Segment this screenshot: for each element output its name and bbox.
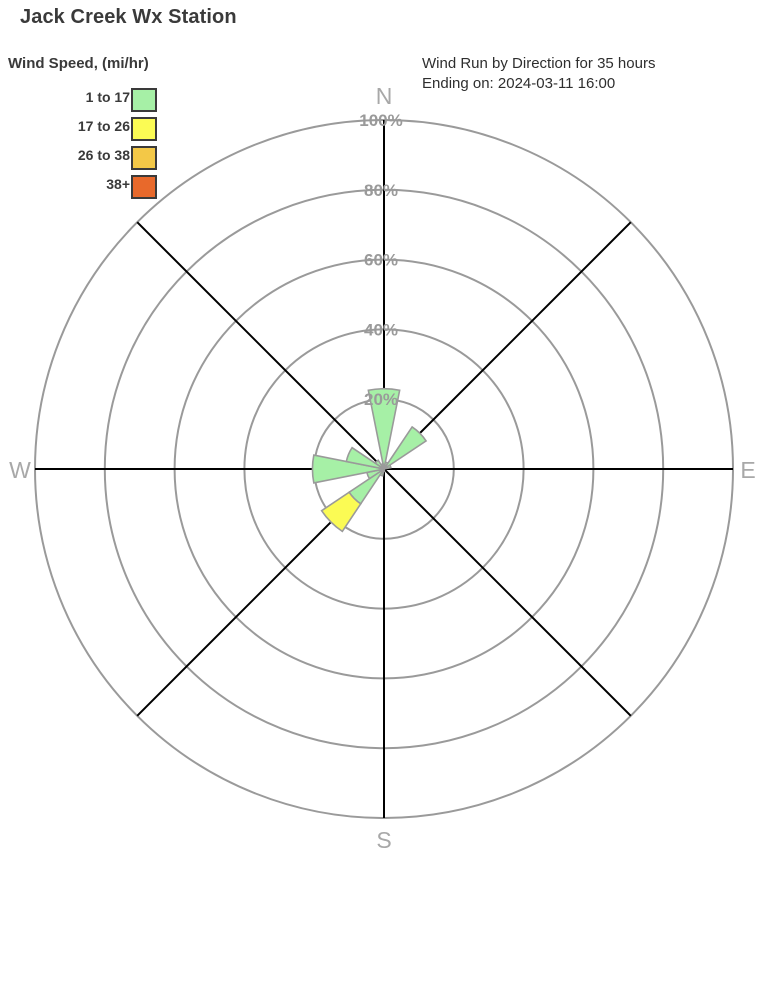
chart-title-line2: Ending on: 2024-03-11 16:00 [422, 75, 616, 92]
axis-diagonal-135 [383, 468, 632, 717]
petal-ENE-1-to-17 [383, 464, 392, 470]
petal-NNW-1-to-17 [379, 462, 385, 470]
legend-item-label: 17 to 26 [77, 118, 130, 134]
axis-diagonal-45 [383, 221, 632, 470]
legend-item: 26 to 38 [56, 146, 176, 175]
page-title: Jack Creek Wx Station [20, 6, 237, 28]
compass-label-west: W [9, 457, 31, 483]
legend-heading: Wind Speed, (mi/hr) [8, 55, 149, 72]
compass-label-south: S [376, 827, 391, 853]
axis-diagonal-315 [136, 221, 385, 470]
legend-color-swatch [131, 146, 157, 170]
radial-tick-80%: 80% [364, 181, 398, 200]
legend-item: 1 to 17 [56, 88, 176, 117]
radial-tick-labels: 20% 40% 60% 80% 100% [359, 111, 402, 409]
legend-color-swatch [131, 88, 157, 112]
petal-N-1-to-17 [367, 387, 401, 470]
compass-label-north: N [376, 83, 393, 109]
legend-item-label: 38+ [106, 176, 130, 192]
legend-color-swatch [131, 175, 157, 199]
petal-SW-17-to-26 [320, 491, 362, 533]
petal-NE-1-to-17 [383, 425, 428, 470]
compass-label-east: E [740, 457, 755, 483]
radial-tick-20%: 20% [364, 390, 398, 409]
chart-title-line1: Wind Run by Direction for 35 hours [422, 55, 656, 72]
radial-tick-60%: 60% [364, 251, 398, 270]
radial-tick-100%: 100% [359, 111, 402, 130]
legend-color-swatch [131, 117, 157, 141]
legend-item-label: 26 to 38 [77, 147, 130, 163]
legend-item-label: 1 to 17 [85, 89, 130, 105]
petal-W-1-to-17 [311, 454, 385, 484]
wind-rose-petals [311, 387, 428, 533]
chart-title: Wind Run by Direction for 35 hours Endin… [422, 54, 655, 94]
radial-tick-40%: 40% [364, 320, 398, 339]
compass-direction-labels: N E S W [9, 83, 756, 853]
legend-item: 38+ [56, 175, 176, 204]
legend-item: 17 to 26 [56, 117, 176, 146]
wind-speed-legend: 1 to 17 17 to 26 26 to 38 38+ [56, 88, 176, 204]
